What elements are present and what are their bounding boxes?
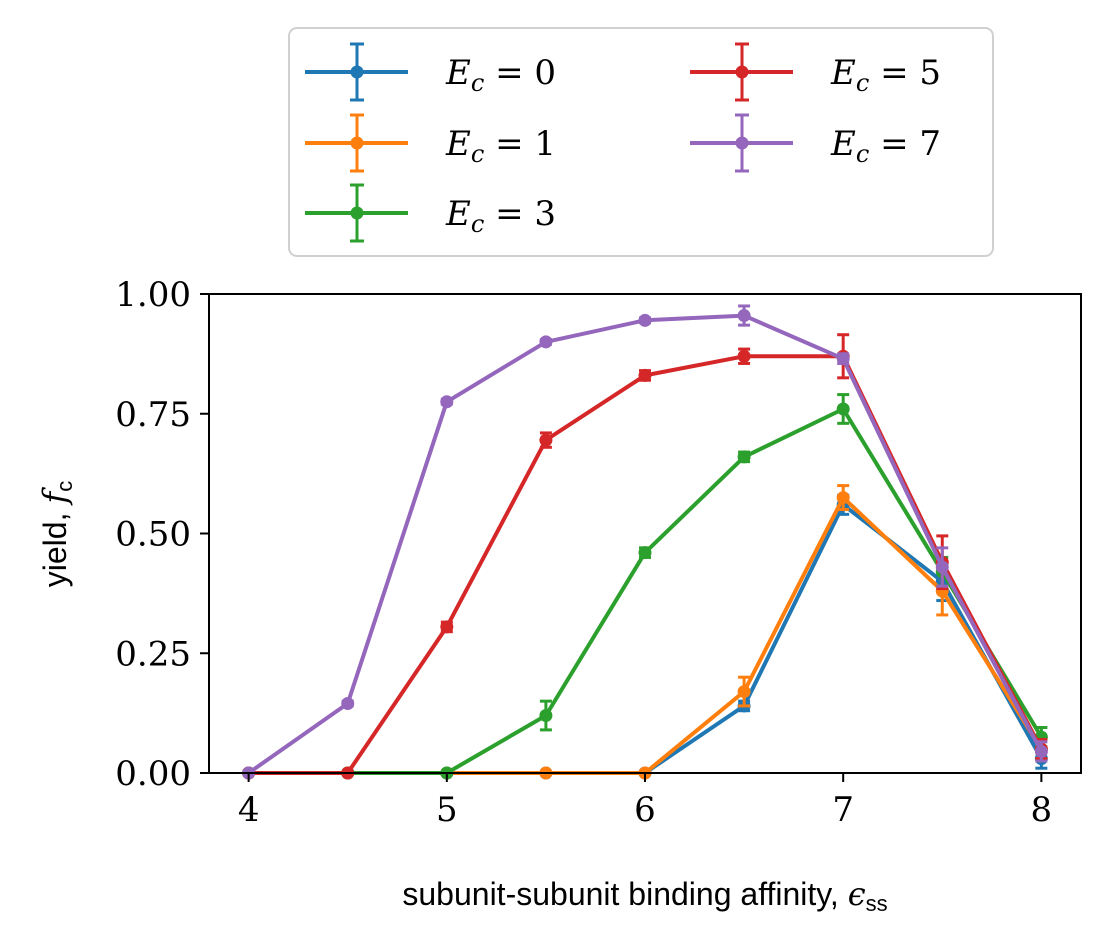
legend-label: Ec = 1 <box>445 124 556 168</box>
data-point <box>638 368 652 382</box>
data-point <box>638 313 652 327</box>
x-tick-label: 6 <box>634 790 656 830</box>
legend-entry-3: Ec = 5 <box>690 42 941 102</box>
legend-entry-2: Ec = 3 <box>305 183 556 243</box>
data-point <box>737 349 751 363</box>
legend: Ec = 0 Ec = 1 Ec = 3 Ec = 5 Ec = 7 <box>288 27 994 257</box>
y-tick-label: 0.00 <box>115 754 191 794</box>
data-point <box>1034 744 1048 758</box>
x-axis-label: subunit-subunit binding affinity, ϵss <box>402 875 887 916</box>
y-tick-label: 0.25 <box>115 634 191 674</box>
y-tick-label: 0.50 <box>115 515 191 555</box>
data-point <box>341 697 355 711</box>
legend-marker <box>350 206 364 220</box>
series-2 <box>242 393 1048 780</box>
legend-entry-1: Ec = 1 <box>305 113 556 173</box>
data-point <box>440 620 454 634</box>
data-point <box>737 685 751 699</box>
legend-box <box>288 27 994 257</box>
data-point <box>539 433 553 447</box>
x-tick-label: 7 <box>832 790 854 830</box>
series-line <box>246 407 1044 775</box>
legend-marker <box>350 65 364 79</box>
legend-marker <box>735 136 749 150</box>
legend-entry-4: Ec = 7 <box>690 113 941 173</box>
data-point <box>836 491 850 505</box>
axes-frame <box>208 293 1082 774</box>
plot-area <box>242 304 1048 780</box>
legend-marker <box>350 136 364 150</box>
data-point <box>836 402 850 416</box>
data-point <box>935 560 949 574</box>
data-point <box>737 309 751 323</box>
y-axis-subscript: c <box>52 481 77 492</box>
axes: 4 5 6 7 8 0.00 0.25 0.50 0.75 1.00 <box>115 275 1082 830</box>
y-tick-label: 1.00 <box>115 275 191 315</box>
data-point <box>539 335 553 349</box>
series-line <box>246 313 1044 775</box>
data-point <box>440 395 454 409</box>
data-point <box>638 546 652 560</box>
data-point <box>836 352 850 366</box>
x-tick-label: 8 <box>1031 790 1053 830</box>
x-axis-symbol: ϵ <box>848 875 866 913</box>
legend-label: Ec = 5 <box>830 53 941 97</box>
legend-label: Ec = 0 <box>445 53 556 97</box>
series-4 <box>242 304 1048 780</box>
data-point <box>737 450 751 464</box>
legend-entry-0: Ec = 0 <box>305 42 556 102</box>
data-point <box>539 709 553 723</box>
x-tick-label: 5 <box>436 790 458 830</box>
legend-label: Ec = 7 <box>830 124 941 168</box>
y-axis-label: yield, fc <box>36 481 77 587</box>
x-tick-label: 4 <box>238 790 260 830</box>
y-tick-label: 0.75 <box>115 395 191 435</box>
x-axis-subscript: ss <box>866 891 888 916</box>
legend-label: Ec = 3 <box>445 194 556 238</box>
legend-marker <box>735 65 749 79</box>
